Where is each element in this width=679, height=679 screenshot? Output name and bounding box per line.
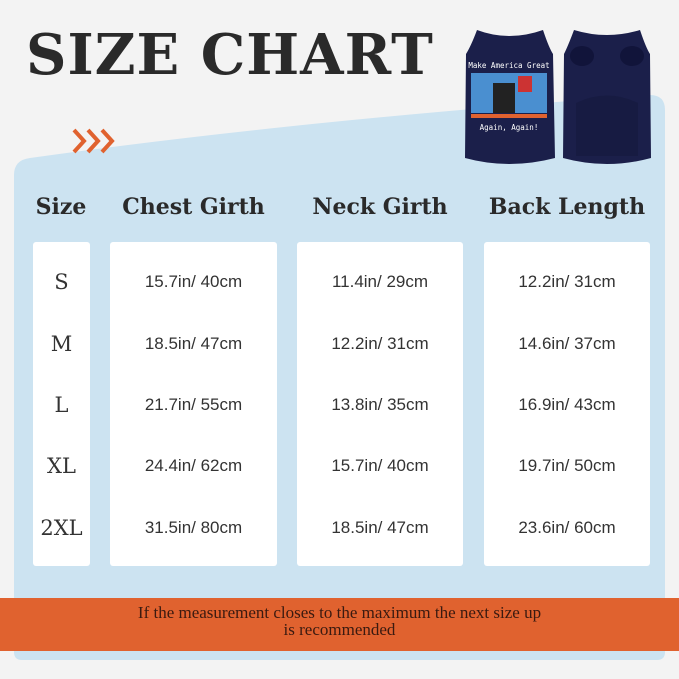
shirt-back-image	[563, 30, 651, 164]
header-size: Size	[35, 194, 87, 220]
size-cell: XL	[47, 454, 76, 478]
chest-cell: 21.7in/ 55cm	[144, 395, 243, 414]
chevrons-icon	[72, 128, 115, 154]
size-cell: S	[54, 270, 69, 294]
neck-cell: 15.7in/ 40cm	[331, 456, 429, 475]
neck-cell: 11.4in/ 29cm	[331, 272, 429, 291]
neck-cell: 18.5in/ 47cm	[331, 518, 429, 537]
back-cell: 12.2in/ 31cm	[518, 272, 616, 291]
back-cell: 19.7in/ 50cm	[518, 456, 616, 475]
chest-cell: 31.5in/ 80cm	[144, 518, 243, 537]
neck-column: 11.4in/ 29cm 12.2in/ 31cm 13.8in/ 35cm 15.7…	[297, 242, 463, 566]
back-cell: 23.6in/ 60cm	[518, 518, 616, 537]
back-column: 12.2in/ 31cm 14.6in/ 37cm 16.9in/ 43cm 19.7…	[484, 242, 650, 566]
chest-cell: 18.5in/ 47cm	[144, 334, 243, 353]
neck-cell: 13.8in/ 35cm	[331, 395, 429, 414]
size-cell: L	[54, 393, 69, 417]
back-cell: 16.9in/ 43cm	[518, 395, 616, 414]
chest-cell: 15.7in/ 40cm	[144, 272, 243, 291]
chest-column: 15.7in/ 40cm 18.5in/ 47cm 21.7in/ 55cm 24.4…	[110, 242, 277, 566]
header-chest-girth: Chest Girth	[122, 194, 265, 220]
note-line-2: is recommended	[283, 620, 396, 639]
page-title: SIZE CHART	[26, 22, 434, 88]
size-cell: M	[50, 332, 73, 356]
shirt-text-bottom: Again, Again!	[480, 123, 539, 132]
size-column: S M L XL 2XL	[33, 242, 90, 566]
shirt-front-image: Make America Great Again, Again!	[465, 30, 555, 164]
neck-cell: 12.2in/ 31cm	[331, 334, 429, 353]
recommendation-note: If the measurement closes to the maximum…	[0, 598, 679, 651]
chest-cell: 24.4in/ 62cm	[144, 456, 243, 475]
back-cell: 14.6in/ 37cm	[518, 334, 616, 353]
shirt-text-top: Make America Great	[468, 61, 549, 70]
header-neck-girth: Neck Girth	[312, 194, 448, 220]
header-back-length: Back Length	[488, 194, 646, 220]
note-line-1: If the measurement closes to the maximum…	[137, 603, 542, 622]
size-cell: 2XL	[40, 516, 83, 540]
